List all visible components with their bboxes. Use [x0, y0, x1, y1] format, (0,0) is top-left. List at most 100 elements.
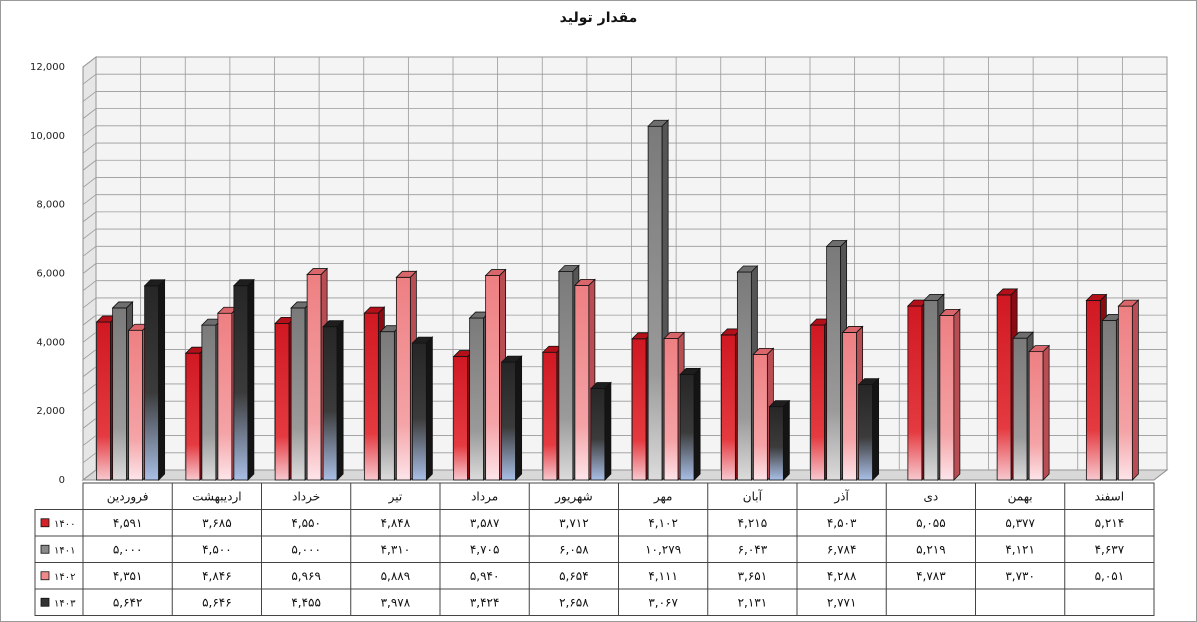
bar: [217, 312, 233, 481]
category-label: اردیبهشت: [192, 489, 241, 504]
data-label: ۵,۰۰۰: [113, 542, 143, 556]
data-label: ۳,۵۸۷: [470, 516, 500, 530]
bar: [810, 324, 826, 481]
y-tick-label: 6,000: [36, 269, 65, 280]
data-label: ۶,۷۸۴: [827, 542, 857, 556]
bar: [185, 352, 201, 481]
bar: [1101, 320, 1117, 481]
category-label: تیر: [388, 489, 403, 504]
bar-side: [872, 377, 880, 481]
gridline-side: [82, 56, 97, 68]
legend-key: [40, 571, 50, 581]
data-label: ۴,۴۵۵: [291, 595, 321, 609]
category-label: خرداد: [292, 489, 320, 504]
data-label: ۳,۰۶۷: [648, 595, 678, 609]
bar: [306, 274, 322, 481]
gridline-side: [82, 245, 97, 257]
bar: [290, 307, 306, 481]
bar: [679, 374, 695, 481]
bar-side: [604, 381, 612, 481]
legend-key: [40, 518, 50, 528]
bar: [736, 271, 752, 481]
category-label: بهمن: [1008, 489, 1033, 504]
gridline-side: [82, 452, 97, 464]
data-label: ۴,۳۵۱: [113, 569, 143, 583]
data-label: ۳,۶۵۱: [738, 569, 768, 583]
gridline-side: [82, 142, 97, 154]
data-label: ۴,۲۸۸: [827, 569, 857, 583]
bar: [996, 294, 1012, 481]
data-label: ۴,۱۰۲: [648, 516, 678, 530]
data-label: ۵,۲۱۴: [1095, 516, 1125, 530]
bar: [590, 388, 606, 481]
data-label: ۱۰,۲۷۹: [645, 542, 681, 556]
category-label: مهر: [653, 489, 673, 504]
legend-key: [40, 597, 50, 607]
bar-side: [693, 367, 701, 481]
bar: [469, 317, 485, 481]
data-label: ۵,۶۴۲: [113, 595, 143, 609]
data-label: ۳,۷۳۰: [1005, 569, 1035, 583]
data-label: ۳,۴۲۴: [470, 595, 500, 609]
bar: [274, 323, 290, 481]
data-label: ۴,۲۱۵: [738, 516, 768, 530]
gridline-side: [82, 73, 97, 85]
bar: [768, 406, 784, 481]
bar: [720, 334, 736, 481]
data-label: ۴,۱۲۱: [1005, 542, 1035, 556]
data-label: ۴,۵۹۱: [113, 516, 143, 530]
bar: [501, 361, 517, 481]
legend-label: ۱۴۰۱: [54, 545, 75, 556]
gridline-side: [82, 469, 97, 481]
bar: [1028, 351, 1044, 481]
gridline-side: [82, 349, 97, 360]
bar: [453, 356, 469, 481]
bar: [1117, 305, 1133, 481]
bar-side: [425, 336, 433, 481]
data-label: ۲,۶۵۸: [559, 595, 589, 609]
bar: [201, 324, 217, 481]
data-label: ۵,۹۶۹: [291, 569, 321, 583]
data-label: ۴,۱۱۱: [648, 569, 678, 583]
data-label: ۲,۷۷۱: [827, 595, 857, 609]
grid: [81, 55, 1169, 482]
data-label: ۵,۶۴۶: [202, 595, 232, 609]
bar: [128, 329, 144, 481]
bar: [411, 342, 427, 481]
category-label: اسفند: [1095, 489, 1124, 503]
data-label: ۵,۶۵۴: [559, 569, 589, 583]
gridline-side: [82, 383, 97, 395]
data-label: ۶,۰۴۳: [738, 542, 768, 556]
gridline-side: [82, 125, 97, 137]
gridline-side: [82, 211, 97, 223]
data-label: ۵,۰۵۱: [1095, 569, 1125, 583]
bar: [379, 331, 395, 481]
gridline-side: [82, 263, 97, 274]
y-tick-label: 0: [59, 475, 65, 486]
data-label: ۵,۲۱۹: [916, 542, 946, 556]
gridline-side: [82, 91, 97, 102]
gridline-side: [82, 332, 97, 343]
data-label: ۴,۵۰۰: [202, 542, 232, 556]
y-tick-label: 8,000: [36, 200, 65, 211]
y-tick-label: 4,000: [36, 337, 65, 348]
data-label: ۵,۳۷۷: [1005, 516, 1035, 530]
data-label: ۴,۷۸۳: [916, 569, 946, 583]
gridline-side: [82, 366, 97, 378]
legend-label: ۱۴۰۳: [54, 598, 76, 609]
category-label: آذر: [833, 488, 849, 504]
bar: [322, 326, 338, 481]
y-tick-label: 2,000: [36, 406, 65, 417]
bar: [663, 338, 679, 481]
bar: [144, 285, 160, 481]
data-table: فروردین اردیبهشت خرداد تیر مرداد شهریور مهر آبا…: [34, 482, 1155, 616]
bar: [574, 285, 590, 481]
bar: [395, 276, 411, 481]
bar: [826, 246, 842, 481]
bar: [558, 271, 574, 481]
bar: [858, 384, 874, 481]
gridline-side: [82, 435, 97, 446]
legend-label: ۱۴۰۲: [54, 572, 75, 583]
bar-side: [515, 355, 523, 481]
